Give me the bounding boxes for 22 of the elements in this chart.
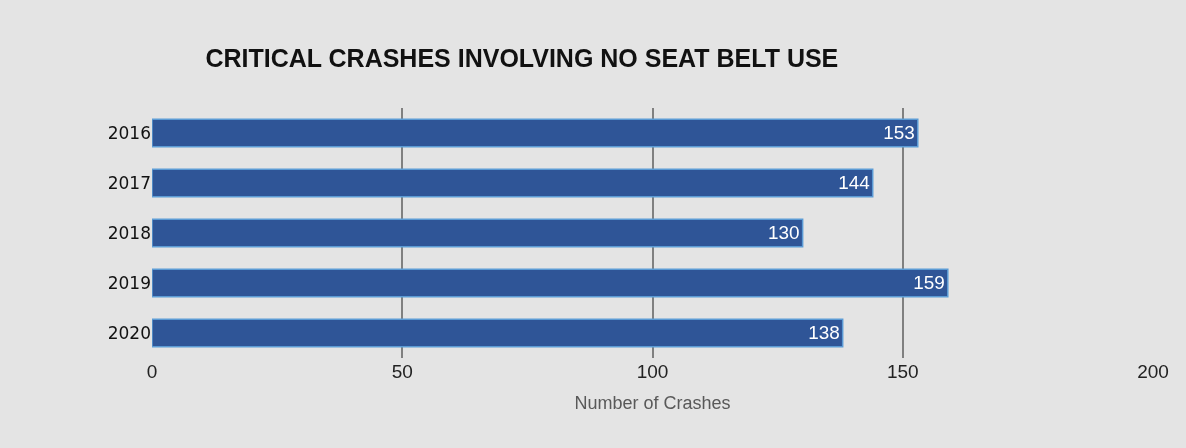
data-label: 130	[768, 222, 800, 244]
data-label: 159	[913, 272, 945, 294]
x-axis-title: Number of Crashes	[574, 393, 731, 414]
y-tick-label: 2020	[107, 322, 151, 343]
y-tick-label: 2019	[107, 272, 151, 293]
x-tick-label: 0	[146, 361, 158, 382]
data-label: 138	[808, 322, 840, 344]
x-tick-label: 100	[636, 361, 669, 382]
x-tick-label: 200	[1137, 361, 1169, 382]
bar	[152, 118, 919, 148]
chart-title: CRITICAL CRASHES INVOLVING NO SEAT BELT USE	[205, 43, 839, 72]
bar	[152, 168, 874, 198]
bar	[152, 318, 844, 348]
bar	[152, 268, 949, 298]
x-tick-label: 150	[886, 361, 919, 382]
y-tick-label: 2018	[107, 222, 151, 243]
y-tick-label: 2017	[107, 172, 151, 193]
y-tick-label: 2016	[107, 122, 151, 143]
data-label: 153	[883, 122, 915, 144]
bar	[152, 218, 804, 248]
x-tick-label: 50	[391, 361, 413, 382]
data-label: 144	[838, 172, 870, 194]
